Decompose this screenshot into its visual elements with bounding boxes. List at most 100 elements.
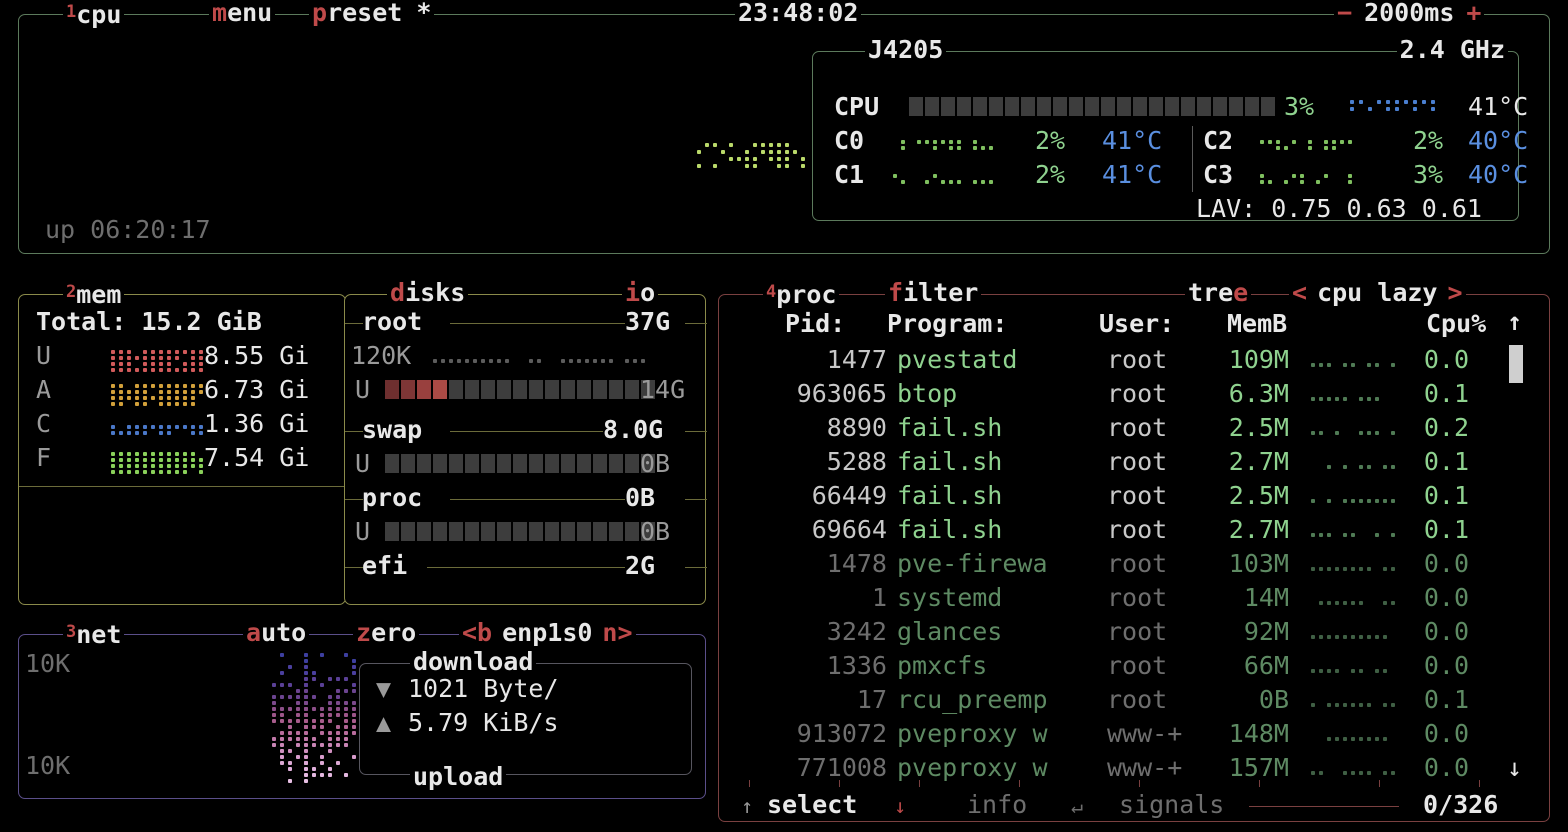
proc-row-pid[interactable]: 1477: [826, 345, 887, 374]
proc-row-program[interactable]: fail.sh: [897, 515, 1003, 544]
proc-row-program[interactable]: rcu_preemp: [897, 685, 1048, 714]
proc-row-user[interactable]: root: [1107, 447, 1168, 476]
proc-row-program[interactable]: pveproxy w: [897, 753, 1048, 782]
proc-row-program[interactable]: fail.sh: [897, 413, 1003, 442]
proc-row-mem[interactable]: 14M: [1243, 583, 1289, 612]
proc-scrollbar-track[interactable]: [1509, 343, 1523, 773]
net-auto-button[interactable]: auto: [243, 620, 310, 645]
proc-filter-button[interactable]: filter: [885, 280, 982, 305]
net-next-icon[interactable]: n>: [602, 618, 633, 647]
proc-row-pid[interactable]: 8890: [826, 413, 887, 442]
proc-sort-selector[interactable]: < cpu lazy >: [1289, 280, 1466, 305]
proc-row-user[interactable]: root: [1107, 413, 1168, 442]
proc-row-cpu[interactable]: 0.0: [1423, 345, 1469, 374]
proc-row-program[interactable]: pmxcfs: [897, 651, 988, 680]
cpu-menu-button[interactable]: menu: [209, 0, 276, 25]
net-zero-button[interactable]: zero: [353, 620, 420, 645]
cpu-preset-button[interactable]: preset *: [309, 0, 435, 25]
column-header-mem[interactable]: MemB: [1227, 309, 1288, 338]
disks-panel-title[interactable]: disks: [387, 280, 469, 305]
proc-row-cpu[interactable]: 0.0: [1423, 651, 1469, 680]
disks-io-toggle[interactable]: io: [622, 280, 659, 305]
proc-row-mem[interactable]: 2.5M: [1228, 413, 1289, 442]
proc-row-pid[interactable]: 1336: [826, 651, 887, 680]
proc-row-mem[interactable]: 2.5M: [1228, 481, 1289, 510]
proc-row-cpu[interactable]: 0.0: [1423, 549, 1469, 578]
column-header-pid[interactable]: Pid:: [785, 309, 846, 338]
proc-row-user[interactable]: root: [1107, 345, 1168, 374]
interval-controls[interactable]: −2000ms +: [1334, 0, 1485, 27]
scroll-down-arrow-icon[interactable]: ↓: [1507, 753, 1523, 782]
proc-row-program[interactable]: pvestatd: [897, 345, 1018, 374]
proc-row-pid[interactable]: 5288: [826, 447, 887, 476]
cpu-panel-title[interactable]: 1cpu: [63, 0, 125, 27]
sort-prev-icon[interactable]: <: [1292, 278, 1308, 307]
proc-row-pid[interactable]: 3242: [826, 617, 887, 646]
footer-down-arrow-icon[interactable]: ↓: [894, 794, 907, 818]
interval-plus-icon[interactable]: +: [1466, 0, 1482, 27]
sort-arrow-up-icon[interactable]: ↑: [1507, 307, 1523, 336]
proc-row-pid[interactable]: 17: [856, 685, 887, 714]
proc-row-program[interactable]: btop: [897, 379, 958, 408]
net-prev-icon[interactable]: <b: [462, 618, 493, 647]
proc-row-pid[interactable]: 66449: [811, 481, 887, 510]
proc-row-user[interactable]: www-+: [1107, 753, 1183, 782]
proc-row-mem[interactable]: 148M: [1228, 719, 1289, 748]
proc-row-pid[interactable]: 69664: [811, 515, 887, 544]
proc-row-user[interactable]: root: [1107, 481, 1168, 510]
proc-row-program[interactable]: pveproxy w: [897, 719, 1048, 748]
proc-row-cpu[interactable]: 0.1: [1423, 379, 1469, 408]
proc-row-program[interactable]: glances: [897, 617, 1003, 646]
proc-row-user[interactable]: root: [1107, 379, 1168, 408]
proc-row-pid[interactable]: 913072: [796, 719, 887, 748]
proc-row-user[interactable]: root: [1107, 583, 1168, 612]
proc-row-cpu[interactable]: 0.1: [1423, 685, 1469, 714]
net-panel-title[interactable]: 3net: [63, 620, 125, 647]
proc-tree-toggle[interactable]: tree: [1185, 280, 1252, 305]
proc-row-mem[interactable]: 66M: [1243, 651, 1289, 680]
proc-row-cpu[interactable]: 0.0: [1423, 719, 1469, 748]
proc-row-pid[interactable]: 963065: [796, 379, 887, 408]
footer-signals-label[interactable]: signals: [1119, 790, 1225, 819]
proc-row-user[interactable]: root: [1107, 549, 1168, 578]
column-header-cpu[interactable]: Cpu%: [1426, 309, 1487, 338]
mem-panel-title[interactable]: 2mem: [63, 280, 125, 307]
net-iface-selector[interactable]: <b enp1s0 n>: [459, 620, 636, 645]
proc-row-mem[interactable]: 2.7M: [1228, 447, 1289, 476]
proc-row-cpu[interactable]: 0.1: [1423, 481, 1469, 510]
proc-row-mem[interactable]: 157M: [1228, 753, 1289, 782]
column-header-user[interactable]: User:: [1099, 309, 1175, 338]
proc-row-mem[interactable]: 109M: [1228, 345, 1289, 374]
proc-row-cpu[interactable]: 0.0: [1423, 617, 1469, 646]
proc-row-mem[interactable]: 92M: [1243, 617, 1289, 646]
proc-row-pid[interactable]: 1: [871, 583, 887, 612]
proc-row-program[interactable]: fail.sh: [897, 447, 1003, 476]
proc-row-cpu[interactable]: 0.0: [1423, 753, 1469, 782]
proc-row-mem[interactable]: 0B: [1258, 685, 1289, 714]
interval-minus-icon[interactable]: −: [1337, 0, 1353, 27]
footer-info-label[interactable]: info: [967, 790, 1028, 819]
proc-scrollbar-thumb[interactable]: [1509, 345, 1523, 383]
column-header-program[interactable]: Program:: [887, 309, 1008, 338]
proc-row-program[interactable]: fail.sh: [897, 481, 1003, 510]
proc-row-mem[interactable]: 2.7M: [1228, 515, 1289, 544]
proc-row-cpu[interactable]: 0.0: [1423, 583, 1469, 612]
proc-row-program[interactable]: systemd: [897, 583, 1003, 612]
footer-enter-icon[interactable]: ↵: [1071, 794, 1084, 818]
proc-row-user[interactable]: root: [1107, 515, 1168, 544]
proc-row-cpu[interactable]: 0.1: [1423, 447, 1469, 476]
proc-row-user[interactable]: root: [1107, 651, 1168, 680]
proc-row-user[interactable]: root: [1107, 685, 1168, 714]
proc-row-cpu[interactable]: 0.1: [1423, 515, 1469, 544]
proc-row-program[interactable]: pve-firewa: [897, 549, 1048, 578]
footer-up-arrow-icon[interactable]: ↑: [741, 794, 754, 818]
footer-select-label[interactable]: select: [767, 790, 858, 819]
proc-panel-title[interactable]: 4proc: [763, 280, 840, 307]
proc-row-user[interactable]: root: [1107, 617, 1168, 646]
sort-next-icon[interactable]: >: [1447, 278, 1463, 307]
proc-row-mem[interactable]: 6.3M: [1228, 379, 1289, 408]
proc-row-pid[interactable]: 771008: [796, 753, 887, 782]
proc-row-cpu[interactable]: 0.2: [1423, 413, 1469, 442]
proc-row-mem[interactable]: 103M: [1228, 549, 1289, 578]
proc-row-user[interactable]: www-+: [1107, 719, 1183, 748]
